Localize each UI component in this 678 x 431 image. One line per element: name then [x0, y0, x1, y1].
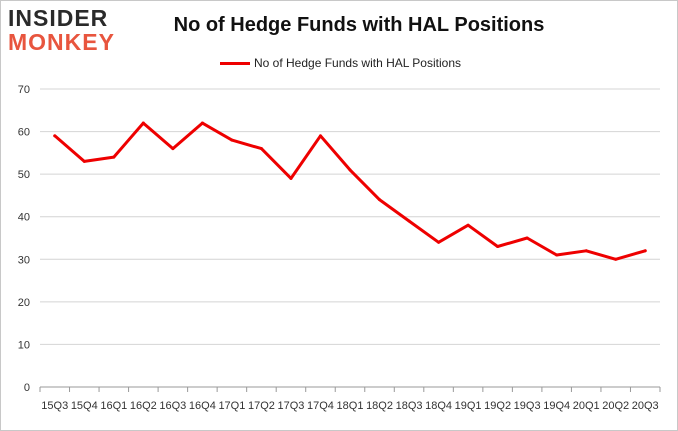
y-tick-label: 50	[18, 169, 30, 181]
chart-legend: No of Hedge Funds with HAL Positions	[220, 55, 461, 71]
x-tick-label: 18Q2	[366, 400, 393, 412]
data-point	[348, 168, 352, 172]
x-tick-label: 19Q1	[455, 400, 482, 412]
legend-swatch	[220, 61, 250, 65]
x-tick-label: 18Q4	[425, 400, 452, 412]
data-point	[82, 159, 86, 163]
x-tick-label: 20Q3	[632, 400, 659, 412]
legend-label: No of Hedge Funds with HAL Positions	[254, 56, 461, 70]
data-point	[230, 138, 234, 142]
y-tick-label: 0	[24, 382, 30, 394]
x-tick-label: 17Q1	[218, 400, 245, 412]
chart-title: No of Hedge Funds with HAL Positions	[173, 14, 545, 36]
x-tick-label: 20Q1	[573, 400, 600, 412]
x-tick-label: 15Q3	[41, 400, 68, 412]
data-point	[112, 155, 116, 159]
x-tick-label: 17Q2	[248, 400, 275, 412]
data-point	[496, 245, 500, 249]
data-point	[259, 147, 263, 151]
data-point	[437, 240, 441, 244]
x-tick-label: 17Q3	[277, 400, 304, 412]
series-line	[53, 121, 647, 261]
data-point	[141, 121, 145, 125]
data-point	[318, 134, 322, 138]
y-tick-label: 60	[18, 127, 30, 139]
y-tick-label: 10	[18, 339, 30, 351]
x-tick-label: 16Q1	[100, 400, 127, 412]
y-tick-label: 20	[18, 297, 30, 309]
logo-text-bottom: MONKEY	[8, 29, 115, 55]
x-tick-label: 16Q4	[189, 400, 216, 412]
data-point	[378, 198, 382, 202]
x-tick-label: 17Q4	[307, 400, 334, 412]
x-tick-label: 16Q2	[130, 400, 157, 412]
x-tick-label: 15Q4	[71, 400, 98, 412]
data-point	[584, 249, 588, 253]
x-tick-label: 19Q4	[543, 400, 570, 412]
data-point	[643, 249, 647, 253]
x-tick-label: 18Q3	[396, 400, 423, 412]
data-point	[407, 219, 411, 223]
x-tick-label: 19Q3	[514, 400, 541, 412]
x-tick-label: 19Q2	[484, 400, 511, 412]
data-point	[555, 253, 559, 257]
x-tick-label: 16Q3	[159, 400, 186, 412]
insider-monkey-logo: INSIDER MONKEY	[8, 6, 128, 58]
y-tick-label: 30	[18, 254, 30, 266]
data-point	[466, 223, 470, 227]
x-tick-label: 20Q2	[602, 400, 629, 412]
data-point	[53, 134, 57, 138]
data-point	[200, 121, 204, 125]
data-point	[289, 176, 293, 180]
logo-text-top: INSIDER	[8, 5, 109, 31]
y-tick-label: 70	[18, 84, 30, 96]
data-point	[614, 257, 618, 261]
y-tick-label: 40	[18, 212, 30, 224]
x-tick-label: 18Q1	[337, 400, 364, 412]
data-point	[525, 236, 529, 240]
data-point	[171, 147, 175, 151]
